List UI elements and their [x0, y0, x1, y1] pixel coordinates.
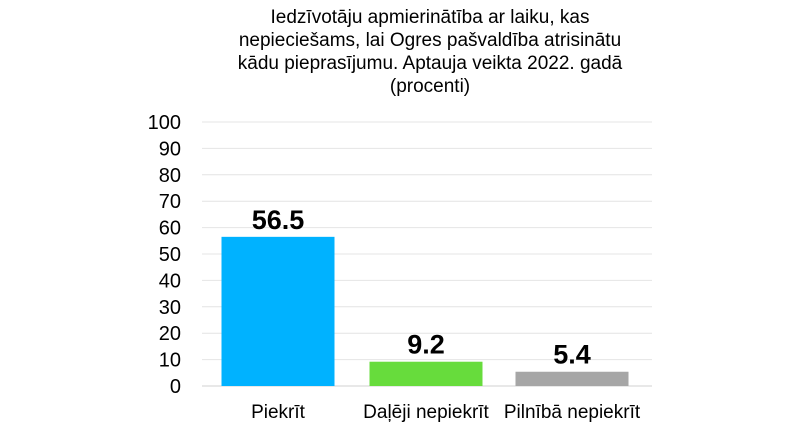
y-tick-label: 10 — [159, 350, 181, 372]
bar-1 — [221, 236, 335, 386]
chart-title-line-3: kādu pieprasījumu. Aptauja veikta 2022. … — [237, 53, 623, 74]
y-tick-label: 0 — [170, 376, 181, 398]
chart-title-line-4: (procenti) — [389, 76, 471, 97]
x-tick-label: Pilnībā nepiekrīt — [504, 402, 641, 423]
y-tick-label: 70 — [159, 191, 181, 213]
bar-3 — [515, 371, 629, 386]
chart-title-line-2: nepieciešams, lai Ogres pašvaldība atris… — [238, 30, 622, 51]
x-tick-label: Piekrīt — [251, 402, 306, 423]
y-tick-label: 60 — [159, 218, 181, 240]
y-tick-label: 80 — [159, 165, 181, 187]
x-tick-label: Daļēji nepiekrīt — [363, 402, 489, 423]
y-tick-label: 100 — [148, 112, 181, 134]
bar-2 — [369, 361, 483, 386]
y-tick-label: 30 — [159, 297, 181, 319]
chart-title: Iedzīvotāju apmierinātība ar laiku, kas … — [200, 6, 660, 98]
data-label: 9.2 — [407, 330, 445, 360]
y-tick-label: 90 — [159, 138, 181, 160]
y-tick-label: 40 — [159, 270, 181, 292]
data-label: 56.5 — [252, 205, 305, 235]
data-label: 5.4 — [553, 340, 591, 370]
y-tick-label: 20 — [159, 323, 181, 345]
y-tick-label: 50 — [159, 244, 181, 266]
chart-title-line-1: Iedzīvotāju apmierinātība ar laiku, kas — [270, 7, 590, 28]
